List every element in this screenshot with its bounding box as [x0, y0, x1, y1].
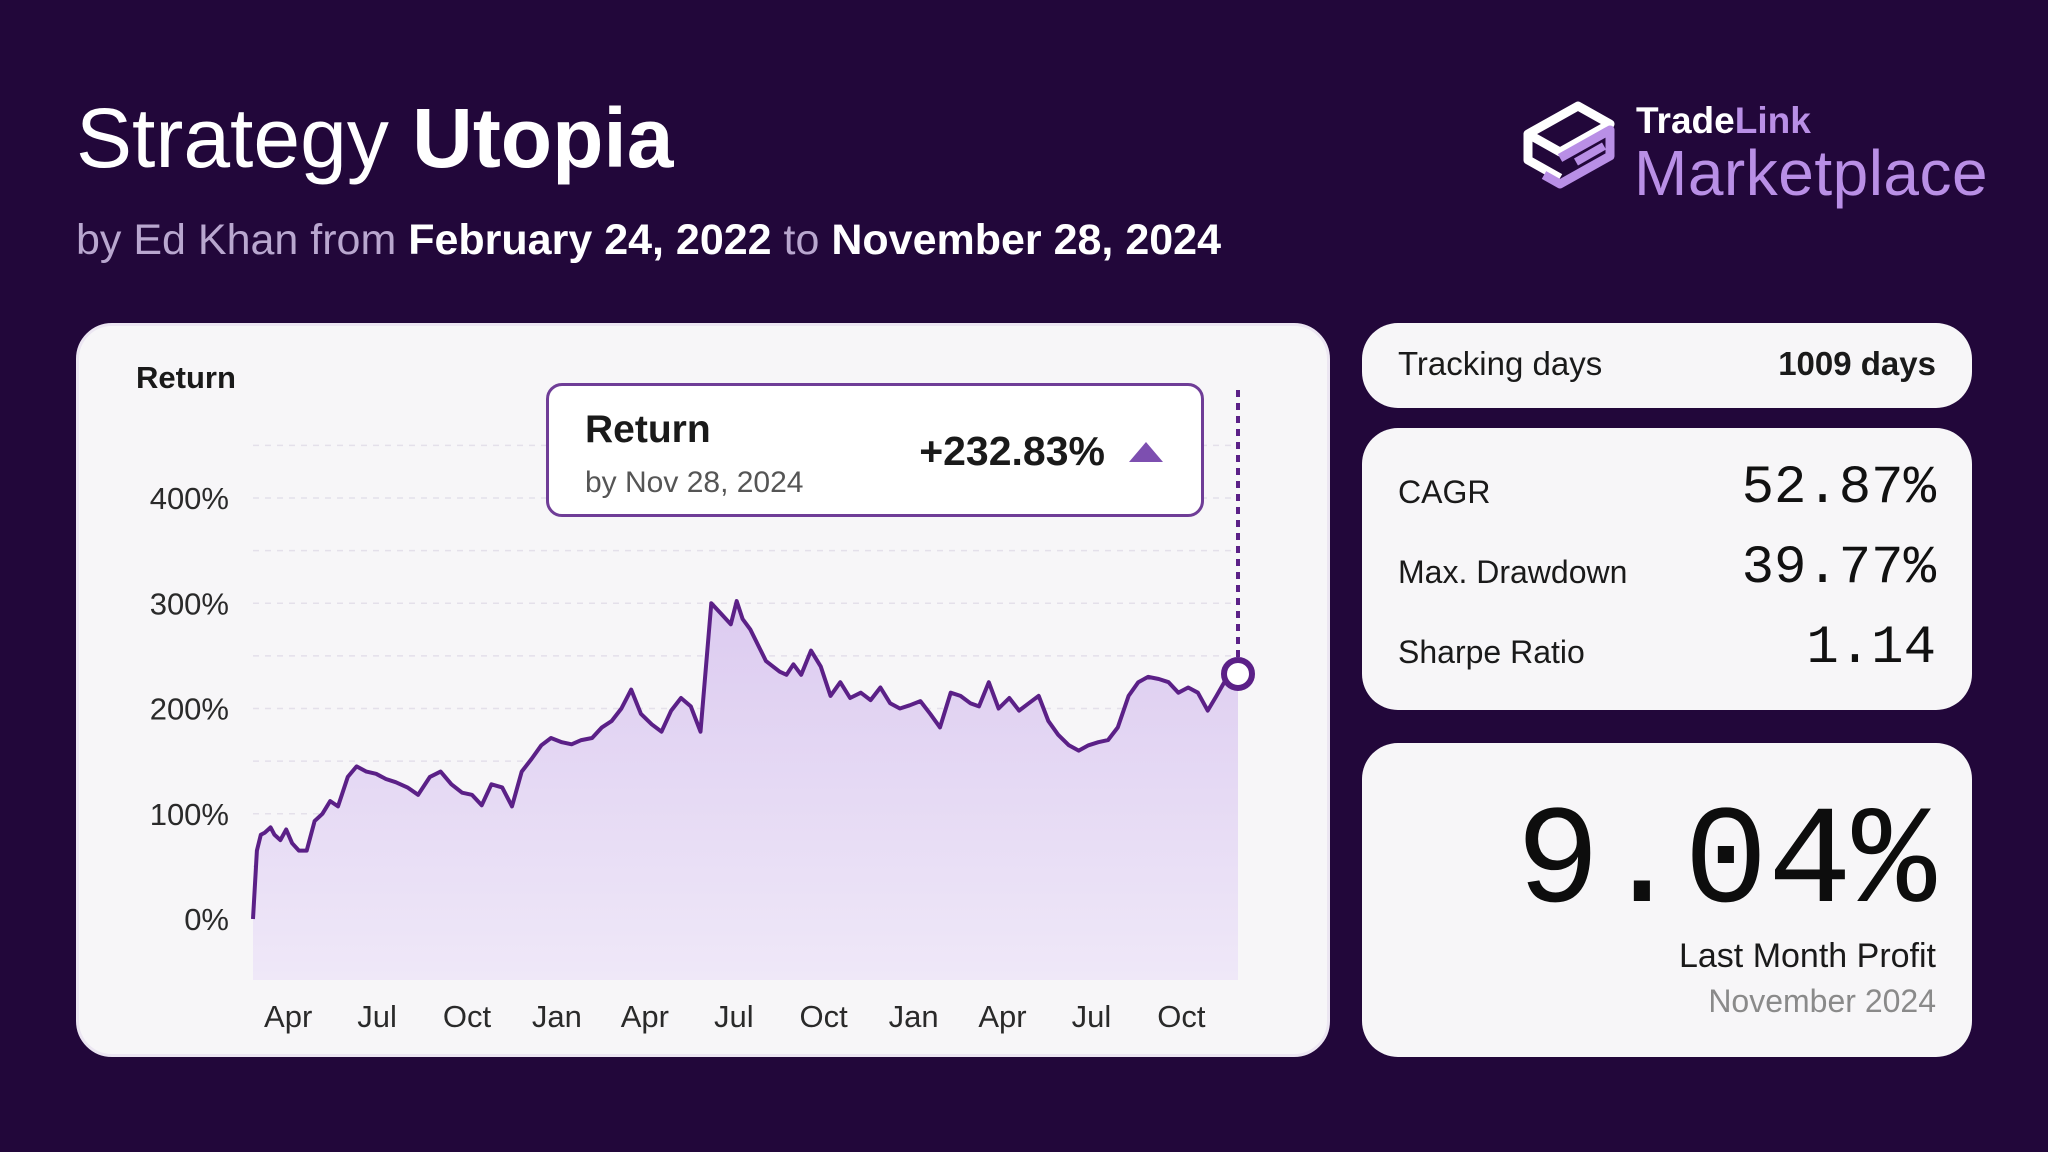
tracking-days-value: 1009 days [1778, 345, 1936, 382]
tooltip-title: Return [585, 408, 711, 451]
y-tick-label: 100% [150, 797, 229, 832]
brand-logo: TradeLink Marketplace [1520, 92, 1988, 212]
start-date: February 24, 2022 [408, 216, 772, 264]
title-prefix: Strategy [76, 91, 389, 185]
x-tick-label: Oct [1157, 999, 1206, 1034]
y-tick-label: 300% [150, 586, 229, 621]
chart-title: Return [136, 360, 236, 395]
y-tick-label: 400% [150, 481, 229, 516]
x-tick-label: Jan [532, 999, 582, 1034]
metric-value: 1.14 [1806, 618, 1936, 679]
metric-label: Sharpe Ratio [1398, 634, 1585, 670]
to-text: to [783, 216, 820, 264]
metric-label: CAGR [1398, 474, 1491, 510]
metric-row-cagr: CAGR 52.87% [1362, 458, 1972, 519]
x-tick-label: Jul [357, 999, 397, 1034]
x-tick-label: Jan [889, 999, 939, 1034]
strategy-name: Utopia [412, 91, 674, 185]
metric-row-sharpe-ratio: Sharpe Ratio 1.14 [1362, 618, 1972, 679]
metric-label: Max. Drawdown [1398, 554, 1628, 590]
tracking-days-card: Tracking days 1009 days [1362, 323, 1972, 408]
last-month-profit-label: Last Month Profit [1678, 937, 1936, 975]
end-date: November 28, 2024 [831, 216, 1221, 264]
x-tick-label: Apr [264, 999, 312, 1034]
tracking-days-label: Tracking days [1398, 345, 1603, 382]
x-tick-label: Oct [800, 999, 849, 1034]
x-tick-label: Apr [621, 999, 669, 1034]
tooltip-date: by Nov 28, 2024 [585, 466, 804, 499]
x-tick-label: Oct [443, 999, 492, 1034]
page-title: Strategy Utopia [76, 96, 673, 180]
page-subtitle: by Ed Khan from February 24, 2022 to Nov… [76, 216, 1221, 265]
metric-row-max-drawdown: Max. Drawdown 39.77% [1362, 538, 1972, 599]
metric-value: 52.87% [1741, 458, 1936, 519]
last-value-marker [1221, 656, 1255, 691]
tooltip-value: +232.83% [919, 428, 1105, 474]
return-tooltip: Return by Nov 28, 2024 +232.83% [546, 383, 1204, 517]
x-tick-label: Apr [978, 999, 1026, 1034]
y-tick-label: 200% [150, 692, 229, 727]
tradelink-logo-icon [1523, 101, 1615, 189]
author-text: by Ed Khan from [76, 216, 397, 264]
last-month-profit-card: 9.04% Last Month Profit November 2024 [1362, 743, 1972, 1057]
brand-name-line1: TradeLink [1636, 100, 1811, 141]
y-tick-label: 0% [184, 902, 229, 937]
return-line [251, 599, 1240, 920]
brand-name-line2: Marketplace [1634, 137, 1989, 209]
x-tick-label: Jul [1072, 999, 1112, 1034]
last-month-period: November 2024 [1708, 983, 1936, 1019]
up-triangle-icon [1129, 442, 1163, 462]
last-month-profit-value: 9.04% [1515, 785, 1936, 944]
x-tick-label: Jul [714, 999, 754, 1034]
metrics-card: CAGR 52.87% Max. Drawdown 39.77% Sharpe … [1362, 428, 1972, 710]
return-area [253, 601, 1238, 980]
metric-value: 39.77% [1741, 538, 1936, 599]
